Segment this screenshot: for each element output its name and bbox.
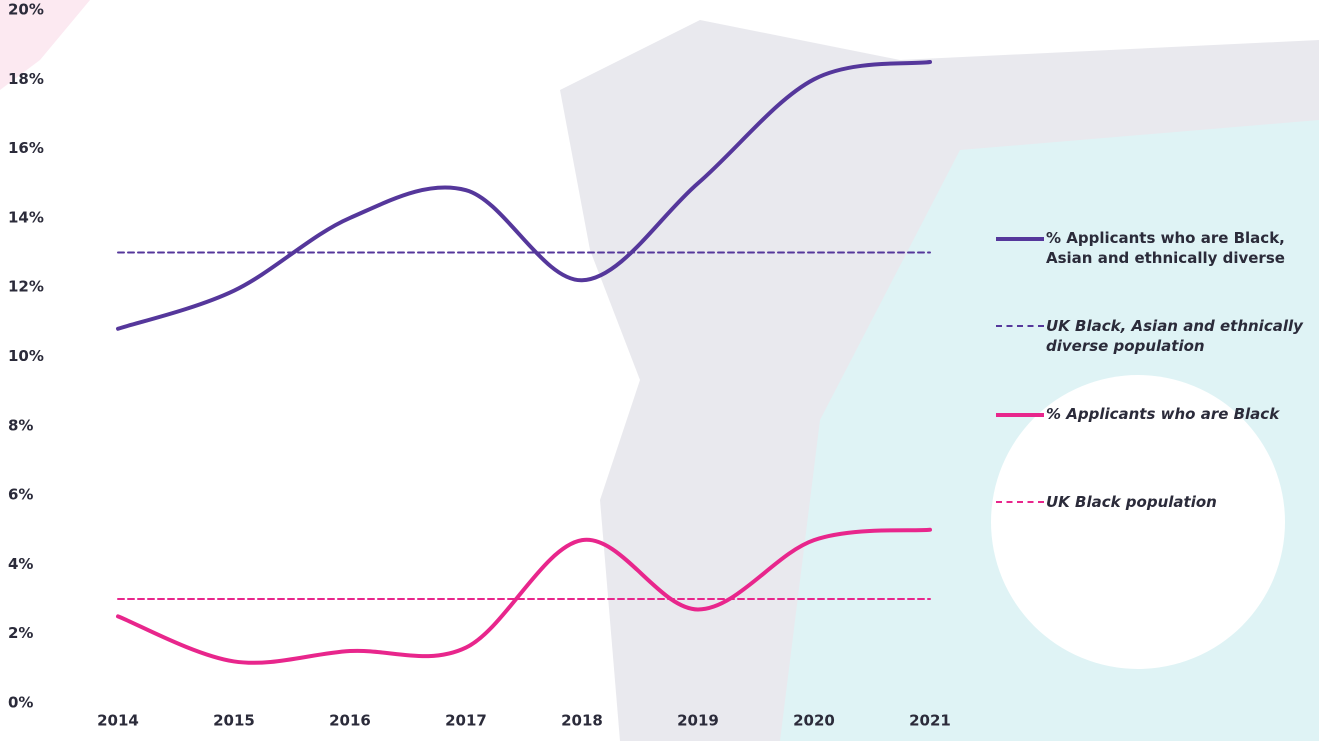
y-tick-label: 18%: [8, 70, 44, 88]
legend-item: UK Black population: [1046, 492, 1308, 512]
page: 0% 2% 4% 6% 8% 10% 12% 14% 16% 18% 20% 2014 2015 2016…: [0, 0, 1319, 741]
y-tick-label: 10%: [8, 347, 44, 365]
legend-item: % Applicants who are Black, Asian and et…: [1046, 228, 1308, 268]
x-tick-label: 2018: [561, 712, 603, 730]
y-tick-label: 12%: [8, 278, 44, 296]
legend-swatch: [996, 413, 1044, 417]
y-tick-label: 14%: [8, 208, 44, 226]
x-tick-label: 2015: [213, 712, 255, 730]
legend-swatch: [996, 325, 1044, 327]
y-tick-label: 6%: [8, 486, 33, 504]
x-tick-label: 2021: [909, 712, 951, 730]
y-tick-label: 0%: [8, 694, 33, 712]
y-tick-label: 2%: [8, 624, 33, 642]
x-tick-label: 2019: [677, 712, 719, 730]
x-tick-label: 2014: [97, 712, 139, 730]
y-tick-label: 20%: [8, 1, 44, 19]
y-tick-label: 4%: [8, 555, 33, 573]
legend-swatch: [996, 501, 1044, 503]
legend-item: % Applicants who are Black: [1046, 404, 1308, 424]
legend-label: UK Black population: [1046, 493, 1217, 511]
legend-label: % Applicants who are Black, Asian and et…: [1046, 229, 1285, 267]
legend-label: % Applicants who are Black: [1046, 405, 1279, 423]
x-tick-label: 2020: [793, 712, 835, 730]
x-tick-label: 2016: [329, 712, 371, 730]
y-tick-label: 8%: [8, 416, 33, 434]
x-tick-label: 2017: [445, 712, 487, 730]
background-art: [0, 0, 1319, 741]
legend-item: UK Black, Asian and ethnically diverse p…: [1046, 316, 1308, 356]
legend-swatch: [996, 237, 1044, 241]
chart: 0% 2% 4% 6% 8% 10% 12% 14% 16% 18% 20% 2014 2015 2016…: [0, 0, 1319, 741]
y-tick-label: 16%: [8, 139, 44, 157]
legend-label: UK Black, Asian and ethnically diverse p…: [1046, 317, 1303, 355]
